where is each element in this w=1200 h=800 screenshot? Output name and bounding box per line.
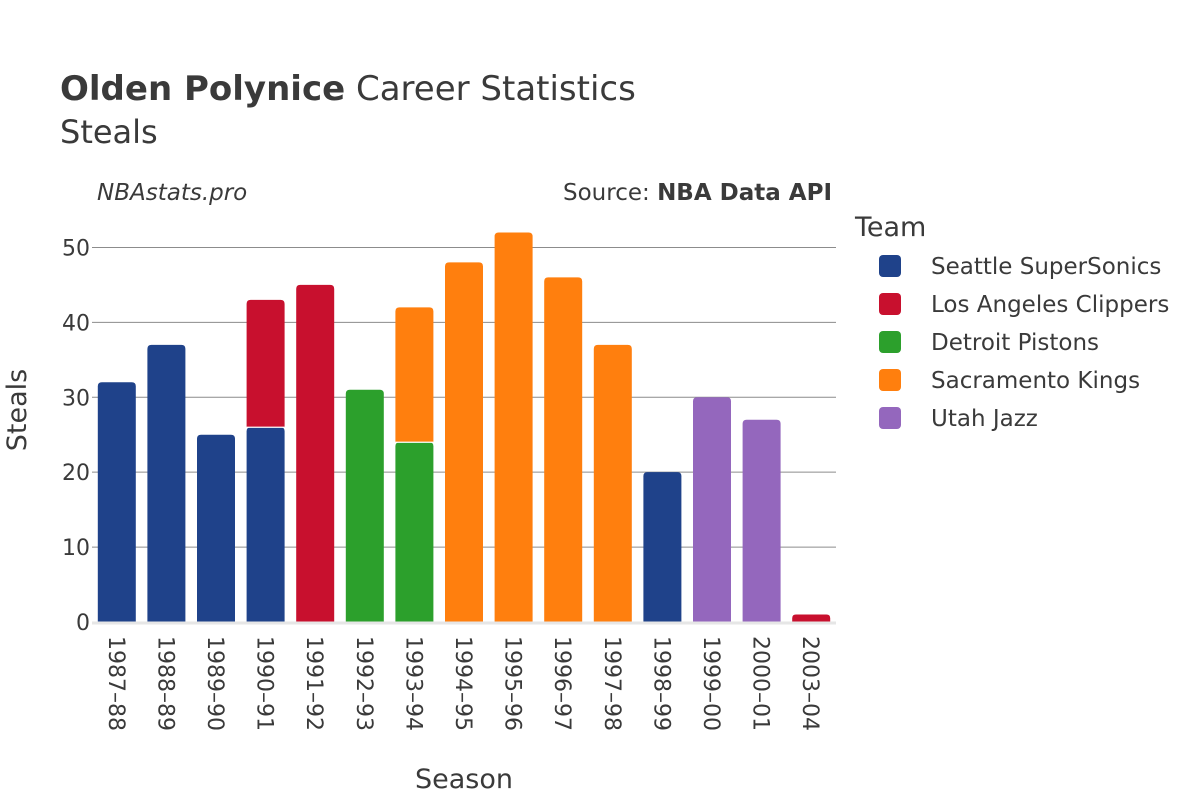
bar-1988–89-seattle-supersonics bbox=[147, 344, 186, 622]
legend-swatch bbox=[879, 369, 901, 391]
x-tick-label: 1989–90 bbox=[202, 636, 227, 731]
x-tick-label: 1997–98 bbox=[599, 636, 624, 731]
bar-1997–98-sacramento-kings bbox=[593, 344, 632, 622]
y-tick-label: 20 bbox=[62, 461, 90, 486]
x-tick-labels: 1987–88 1988–89 1989–90 1990–91 1991–92 1992–… bbox=[103, 636, 822, 731]
bar-1990–91-seattle-supersonics bbox=[246, 427, 285, 622]
legend-label: Sacramento Kings bbox=[931, 368, 1140, 394]
x-tick-label: 2000–01 bbox=[748, 636, 773, 731]
x-tick-label: 1993–94 bbox=[400, 636, 425, 731]
x-tick-label: 1991–92 bbox=[301, 636, 326, 731]
legend-swatch bbox=[879, 407, 901, 429]
legend-label: Los Angeles Clippers bbox=[931, 292, 1169, 318]
chart-title-rest: Career Statistics bbox=[345, 69, 636, 109]
watermark-text: NBAstats.pro bbox=[97, 180, 247, 206]
x-tick-label: 1988–89 bbox=[152, 636, 177, 731]
source-prefix: Source: bbox=[563, 180, 657, 206]
y-axis-label: Steals bbox=[2, 369, 33, 451]
x-tick-label: 1987–88 bbox=[103, 636, 128, 731]
bar-1991–92-los-angeles-clippers bbox=[296, 284, 335, 622]
x-tick-label: 2003–04 bbox=[797, 636, 822, 731]
bar-1990–91-los-angeles-clippers bbox=[246, 299, 285, 428]
legend-swatch bbox=[879, 293, 901, 315]
chart-title: Olden Polynice Career Statistics bbox=[60, 69, 636, 109]
legend: Seattle SuperSonics Los Angeles Clippers D… bbox=[879, 254, 1169, 432]
legend-label: Seattle SuperSonics bbox=[931, 254, 1161, 280]
x-tick-label: 1998–99 bbox=[648, 636, 673, 731]
x-tick-label: 1990–91 bbox=[252, 636, 277, 731]
x-tick-label: 1996–97 bbox=[549, 636, 574, 731]
bar-1992–93-detroit-pistons bbox=[345, 389, 384, 622]
legend-label: Utah Jazz bbox=[931, 406, 1038, 432]
bar-1989–90-seattle-supersonics bbox=[197, 434, 235, 622]
y-tick-label: 10 bbox=[62, 536, 90, 561]
x-axis-label: Season bbox=[415, 764, 513, 795]
x-tick-label: 1999–00 bbox=[698, 636, 723, 731]
bar-1996–97-sacramento-kings bbox=[544, 277, 583, 622]
legend-swatch bbox=[879, 331, 901, 353]
y-tick-label: 40 bbox=[62, 311, 90, 336]
source-name: NBA Data API bbox=[657, 180, 832, 206]
chart-title-player: Olden Polynice bbox=[60, 69, 345, 109]
bar-1999–00-utah-jazz bbox=[693, 397, 731, 622]
x-tick-label: 1995–96 bbox=[500, 636, 525, 731]
bar-1987–88-seattle-supersonics bbox=[97, 382, 136, 622]
y-tick-label: 30 bbox=[62, 386, 90, 411]
bar-1994–95-sacramento-kings bbox=[445, 262, 483, 622]
y-tick-label: 0 bbox=[76, 611, 90, 636]
bar-2000–01-utah-jazz bbox=[742, 419, 781, 622]
bar-1993–94-detroit-pistons bbox=[395, 442, 434, 622]
legend-title: Team bbox=[854, 212, 926, 243]
bar-2003–04-los-angeles-clippers bbox=[792, 614, 831, 622]
bar-1998–99-seattle-supersonics bbox=[643, 472, 682, 622]
legend-swatch bbox=[879, 255, 901, 277]
source-credit: Source: NBA Data API bbox=[563, 180, 832, 206]
x-tick-label: 1992–93 bbox=[351, 636, 376, 731]
bar-marks bbox=[97, 232, 831, 623]
legend-label: Detroit Pistons bbox=[931, 330, 1099, 356]
bar-1993–94-sacramento-kings bbox=[395, 307, 434, 443]
y-tick-labels: 0 10 20 30 40 50 bbox=[62, 236, 90, 636]
y-tick-label: 50 bbox=[62, 236, 90, 261]
chart-subtitle: Steals bbox=[60, 113, 158, 151]
x-tick-label: 1994–95 bbox=[450, 636, 475, 731]
bar-1995–96-sacramento-kings bbox=[494, 232, 533, 623]
